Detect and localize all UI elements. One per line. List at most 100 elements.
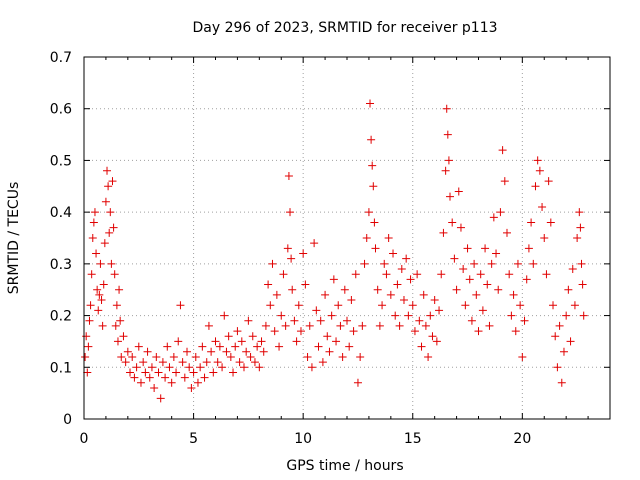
data-point bbox=[279, 270, 288, 279]
data-point bbox=[183, 347, 192, 356]
data-point bbox=[259, 347, 268, 356]
data-point bbox=[163, 342, 172, 351]
data-point bbox=[410, 327, 419, 336]
data-point bbox=[299, 249, 308, 258]
y-tick-label: 0.1 bbox=[50, 360, 72, 376]
x-axis-label: GPS time / hours bbox=[286, 458, 403, 474]
data-point bbox=[288, 285, 297, 294]
data-point bbox=[386, 290, 395, 299]
data-point bbox=[294, 301, 303, 310]
data-point bbox=[115, 285, 124, 294]
data-point bbox=[82, 332, 91, 341]
data-point bbox=[568, 265, 577, 274]
data-point bbox=[557, 378, 566, 387]
data-point bbox=[448, 218, 457, 227]
data-point bbox=[546, 218, 555, 227]
data-point bbox=[112, 301, 121, 310]
data-point bbox=[470, 259, 479, 268]
data-point bbox=[370, 218, 379, 227]
data-point bbox=[154, 368, 163, 377]
x-tick-label: 20 bbox=[513, 431, 531, 447]
data-point bbox=[371, 244, 380, 253]
data-point bbox=[158, 358, 167, 367]
data-point bbox=[165, 363, 174, 372]
data-point bbox=[106, 208, 115, 217]
data-point bbox=[516, 301, 525, 310]
data-point bbox=[367, 135, 376, 144]
y-axis-label: SRMTID / TECUs bbox=[6, 182, 22, 295]
data-point bbox=[472, 290, 481, 299]
x-tick-label: 0 bbox=[80, 431, 89, 447]
data-point bbox=[380, 259, 389, 268]
data-point bbox=[211, 337, 220, 346]
data-point bbox=[430, 296, 439, 305]
data-point bbox=[89, 218, 98, 227]
data-point bbox=[85, 316, 94, 325]
data-point bbox=[229, 368, 238, 377]
data-point bbox=[290, 316, 299, 325]
data-point bbox=[93, 285, 102, 294]
data-point bbox=[338, 352, 347, 361]
data-point bbox=[551, 332, 560, 341]
data-point bbox=[404, 311, 413, 320]
data-point bbox=[323, 332, 332, 341]
data-point bbox=[96, 259, 105, 268]
data-point bbox=[92, 249, 101, 258]
data-point bbox=[231, 342, 240, 351]
data-point bbox=[235, 358, 244, 367]
data-point bbox=[207, 347, 216, 356]
x-tick-label: 10 bbox=[294, 431, 312, 447]
data-point bbox=[476, 270, 485, 279]
data-point bbox=[180, 373, 189, 382]
data-point bbox=[99, 280, 108, 289]
x-tick-label: 15 bbox=[404, 431, 422, 447]
data-point bbox=[185, 363, 194, 372]
data-point bbox=[518, 352, 527, 361]
data-point bbox=[351, 270, 360, 279]
data-point bbox=[187, 383, 196, 392]
data-point bbox=[467, 316, 476, 325]
data-point bbox=[450, 254, 459, 263]
data-point bbox=[209, 368, 218, 377]
data-point bbox=[389, 249, 398, 258]
y-tick-label: 0.4 bbox=[50, 205, 72, 221]
data-point bbox=[555, 321, 564, 330]
data-point bbox=[577, 259, 586, 268]
data-point bbox=[233, 327, 242, 336]
data-point bbox=[382, 270, 391, 279]
data-point bbox=[444, 156, 453, 165]
data-point bbox=[200, 373, 209, 382]
data-point bbox=[296, 327, 305, 336]
data-point bbox=[384, 234, 393, 242]
data-point bbox=[579, 311, 588, 320]
data-point bbox=[246, 352, 255, 361]
data-point bbox=[103, 166, 112, 175]
data-point bbox=[272, 290, 281, 299]
data-point bbox=[224, 332, 233, 341]
data-point bbox=[248, 332, 257, 341]
data-point bbox=[463, 244, 472, 253]
data-point bbox=[442, 104, 451, 113]
data-point bbox=[86, 301, 95, 310]
data-point bbox=[364, 208, 373, 217]
data-point bbox=[318, 358, 327, 367]
data-point bbox=[113, 337, 122, 346]
data-point bbox=[502, 228, 511, 237]
data-point bbox=[340, 285, 349, 294]
x-tick-label: 5 bbox=[189, 431, 198, 447]
data-point bbox=[441, 166, 450, 175]
data-point bbox=[292, 337, 301, 346]
data-point bbox=[176, 301, 185, 310]
data-point bbox=[84, 342, 93, 351]
data-point bbox=[421, 321, 430, 330]
data-point bbox=[378, 301, 387, 310]
data-point bbox=[98, 321, 107, 330]
y-tick-label: 0.3 bbox=[50, 257, 72, 273]
axis-ticks bbox=[83, 56, 610, 420]
data-point bbox=[303, 352, 312, 361]
data-point bbox=[393, 280, 402, 289]
data-point bbox=[459, 265, 468, 274]
data-point bbox=[524, 244, 533, 253]
data-point bbox=[284, 171, 293, 180]
data-point bbox=[189, 368, 198, 377]
